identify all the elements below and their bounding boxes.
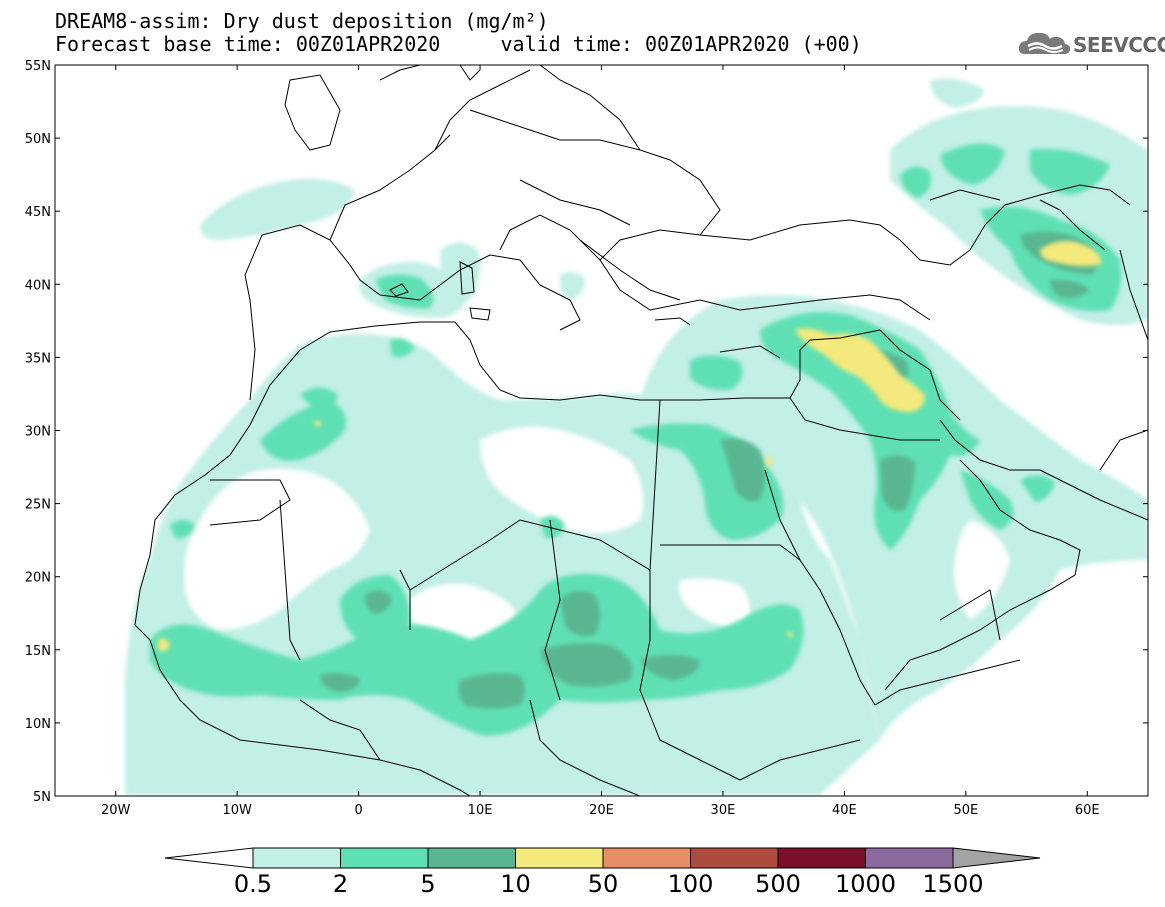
lon-tick-label: 60E (1075, 803, 1100, 818)
colorbar-segment (602, 847, 691, 869)
colorbar-segment (252, 847, 341, 869)
lon-tick-label: 30E (711, 803, 736, 818)
colorbar-segment (515, 847, 604, 869)
lon-tick-label: 0 (354, 803, 362, 818)
chart-title: DREAM8-assim: Dry dust deposition (mg/m²… (55, 9, 549, 33)
colorbar-segment (690, 847, 779, 869)
colorbar-label: 1000 (835, 870, 896, 898)
seevccc-logo: SEEVCCC (1017, 26, 1165, 60)
colorbar-label: 100 (668, 870, 714, 898)
lat-tick-label: 15N (25, 644, 51, 659)
colorbar-label: 0.5 (234, 870, 272, 898)
lon-tick-label: 50E (953, 803, 978, 818)
coastlines-and-borders (134, 65, 1148, 796)
lon-tick-label: 10E (468, 803, 493, 818)
lat-tick-label: 55N (25, 59, 51, 74)
dust-level-10-area (158, 241, 1101, 652)
colorbar-legend: 0.5 2 5 10 50 100 500 1000 1500 (164, 847, 1041, 898)
lat-tick-label: 5N (33, 790, 51, 805)
logo-text: SEEVCCC (1073, 33, 1165, 57)
colorbar-segment (777, 847, 866, 869)
colorbar-label: 5 (420, 870, 435, 898)
cloud-icon (1018, 32, 1071, 54)
colorbar-label: 50 (588, 870, 619, 898)
colorbar-segment (427, 847, 516, 869)
lat-tick-label: 20N (25, 571, 51, 586)
longitude-axis: 20W 10W 0 10E 20E 30E 40E 50E 60E (101, 65, 1100, 818)
lon-tick-label: 10W (222, 803, 252, 818)
colorbar-label: 2 (333, 870, 348, 898)
colorbar-left-arrow (164, 847, 254, 869)
colorbar-label: 500 (755, 870, 801, 898)
lon-tick-label: 20E (589, 803, 614, 818)
lat-tick-label: 45N (25, 205, 51, 220)
no-dust-gaps (184, 426, 1010, 640)
lat-tick-label: 10N (25, 717, 51, 732)
lat-tick-label: 25N (25, 498, 51, 513)
colorbar-right-arrow (952, 847, 1041, 869)
lat-tick-label: 40N (25, 278, 51, 293)
forecast-time-subtitle: Forecast base time: 00Z01APR2020 valid t… (55, 32, 862, 56)
colorbar-segment (865, 847, 954, 869)
colorbar-label: 10 (500, 870, 531, 898)
lon-tick-label: 40E (832, 803, 857, 818)
lat-tick-label: 30N (25, 425, 51, 440)
latitude-axis: 55N 50N 45N 40N 35N 30N 25N 20N 15N 10N 5N (25, 59, 1148, 805)
lat-tick-label: 50N (25, 132, 51, 147)
colorbar-segment (340, 847, 429, 869)
lat-tick-label: 35N (25, 351, 51, 366)
lon-tick-label: 20W (101, 803, 131, 818)
colorbar-label: 1500 (922, 870, 983, 898)
